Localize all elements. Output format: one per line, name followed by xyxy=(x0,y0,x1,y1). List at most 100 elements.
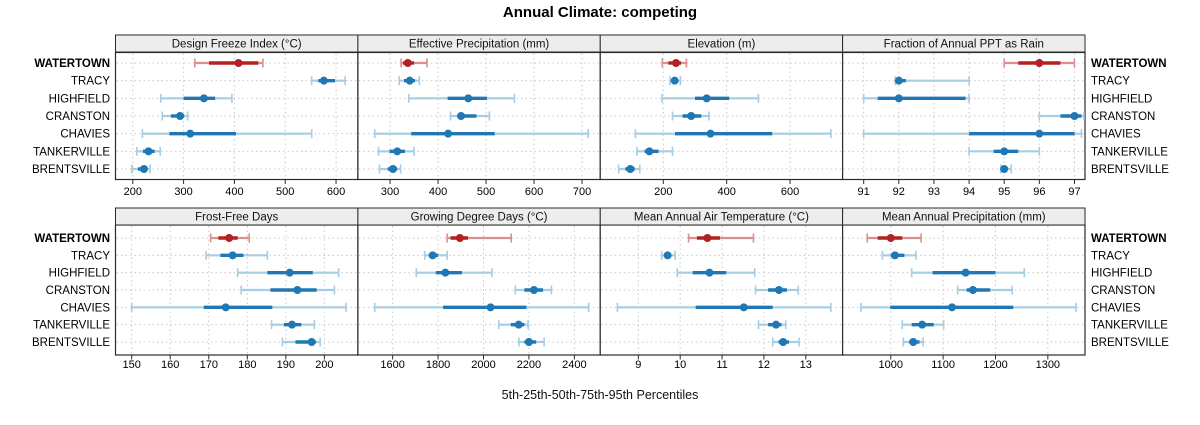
median-dot xyxy=(706,129,715,138)
axis-tick-label: 2400 xyxy=(562,359,586,371)
median-dot xyxy=(529,286,538,294)
row-label-right: WATERTOWN xyxy=(1091,58,1167,70)
median-dot xyxy=(894,94,903,103)
row-label-left: CHAVIES xyxy=(60,129,110,141)
median-dot xyxy=(671,59,680,67)
median-dot xyxy=(486,303,495,312)
median-dot xyxy=(703,234,712,242)
axis-tick-label: 9 xyxy=(635,359,641,371)
axis-tick-label: 200 xyxy=(315,359,333,371)
panel-strip xyxy=(842,207,1086,226)
median-dot xyxy=(444,129,453,138)
row-label-right: TRACY xyxy=(1091,250,1130,262)
median-dot xyxy=(524,338,533,346)
row-label-right: CRANSTON xyxy=(1091,111,1155,123)
row-label-left: BRENTSVILLE xyxy=(32,164,110,176)
median-dot xyxy=(774,286,783,294)
axis-tick-label: 200 xyxy=(124,186,142,198)
median-dot xyxy=(894,76,903,85)
row-label-left: TRACY xyxy=(71,250,110,262)
row-label-left: HIGHFIELD xyxy=(49,268,110,280)
median-dot xyxy=(772,320,781,329)
panel-body xyxy=(357,224,601,356)
axis-tick-label: 95 xyxy=(998,186,1010,198)
median-dot xyxy=(393,147,402,156)
median-dot xyxy=(388,165,397,173)
axis-tick-label: 1100 xyxy=(931,359,955,371)
row-label-left: HIGHFIELD xyxy=(49,93,110,105)
axis-tick-label: 150 xyxy=(123,359,141,371)
axis-tick-label: 180 xyxy=(238,359,256,371)
median-dot xyxy=(285,268,294,277)
row-label-left: TANKERVILLE xyxy=(33,320,110,332)
panel-strip xyxy=(842,34,1086,53)
median-dot xyxy=(663,251,672,260)
median-dot xyxy=(221,303,230,312)
axis-tick-label: 12 xyxy=(758,359,770,371)
panel-body xyxy=(114,51,359,181)
row-label-left: TRACY xyxy=(71,76,110,88)
median-dot xyxy=(455,234,464,242)
chart-title: Annual Climate: competing xyxy=(502,4,698,21)
panel-title: Mean Annual Precipitation (mm) xyxy=(882,212,1046,224)
axis-tick-label: 400 xyxy=(429,186,447,198)
median-dot xyxy=(514,320,523,329)
panel-title: Design Freeze Index (°C) xyxy=(172,39,302,51)
row-label-right: BRENTSVILLE xyxy=(1091,337,1169,349)
median-dot xyxy=(457,112,466,120)
row-label-right: CHAVIES xyxy=(1091,302,1141,314)
axis-tick-label: 300 xyxy=(381,186,399,198)
row-label-left: CRANSTON xyxy=(46,111,110,123)
panel-title: Elevation (m) xyxy=(688,39,756,51)
axis-tick-label: 93 xyxy=(928,186,940,198)
panel-title: Effective Precipitation (mm) xyxy=(409,39,550,51)
median-dot xyxy=(234,59,243,67)
axis-tick-label: 2000 xyxy=(471,359,495,371)
axis-tick-label: 600 xyxy=(327,186,345,198)
median-dot xyxy=(739,303,748,312)
row-label-left: TANKERVILLE xyxy=(33,146,110,158)
median-dot xyxy=(968,286,977,294)
axis-tick-label: 13 xyxy=(800,359,812,371)
median-dot xyxy=(428,251,437,260)
panel-title: Growing Degree Days (°C) xyxy=(411,212,548,224)
axis-tick-label: 170 xyxy=(200,359,218,371)
axis-tick-label: 1300 xyxy=(1036,359,1060,371)
axis-tick-label: 300 xyxy=(174,186,192,198)
median-dot xyxy=(288,320,297,329)
axis-tick-label: 1600 xyxy=(380,359,404,371)
axis-tick-label: 2200 xyxy=(517,359,541,371)
median-dot xyxy=(199,94,208,103)
row-label-right: WATERTOWN xyxy=(1091,233,1167,245)
axis-tick-label: 97 xyxy=(1068,186,1080,198)
row-label-left: WATERTOWN xyxy=(34,58,110,70)
median-dot xyxy=(886,234,895,242)
panel-title: Fraction of Annual PPT as Rain xyxy=(884,39,1044,51)
axis-tick-label: 600 xyxy=(525,186,543,198)
median-dot xyxy=(948,303,957,312)
axis-tick-label: 500 xyxy=(477,186,495,198)
row-label-right: BRENTSVILLE xyxy=(1091,164,1169,176)
row-label-left: CRANSTON xyxy=(46,285,110,297)
median-dot xyxy=(139,165,148,173)
median-dot xyxy=(186,129,195,138)
panel-title: Frost-Free Days xyxy=(195,212,278,224)
axis-tick-label: 400 xyxy=(225,186,243,198)
row-label-right: HIGHFIELD xyxy=(1091,268,1152,280)
median-dot xyxy=(961,268,970,277)
row-label-left: BRENTSVILLE xyxy=(32,337,110,349)
median-dot xyxy=(705,268,714,277)
panel-title: Mean Annual Air Temperature (°C) xyxy=(634,212,809,224)
median-dot xyxy=(176,112,185,120)
axis-tick-label: 92 xyxy=(893,186,905,198)
axis-tick-label: 91 xyxy=(858,186,870,198)
row-label-right: CHAVIES xyxy=(1091,129,1141,141)
median-dot xyxy=(779,338,788,346)
panel-body xyxy=(599,51,844,181)
median-dot xyxy=(405,76,414,85)
median-dot xyxy=(1000,165,1009,173)
axis-tick-label: 700 xyxy=(573,186,591,198)
axis-tick-label: 94 xyxy=(963,186,975,198)
